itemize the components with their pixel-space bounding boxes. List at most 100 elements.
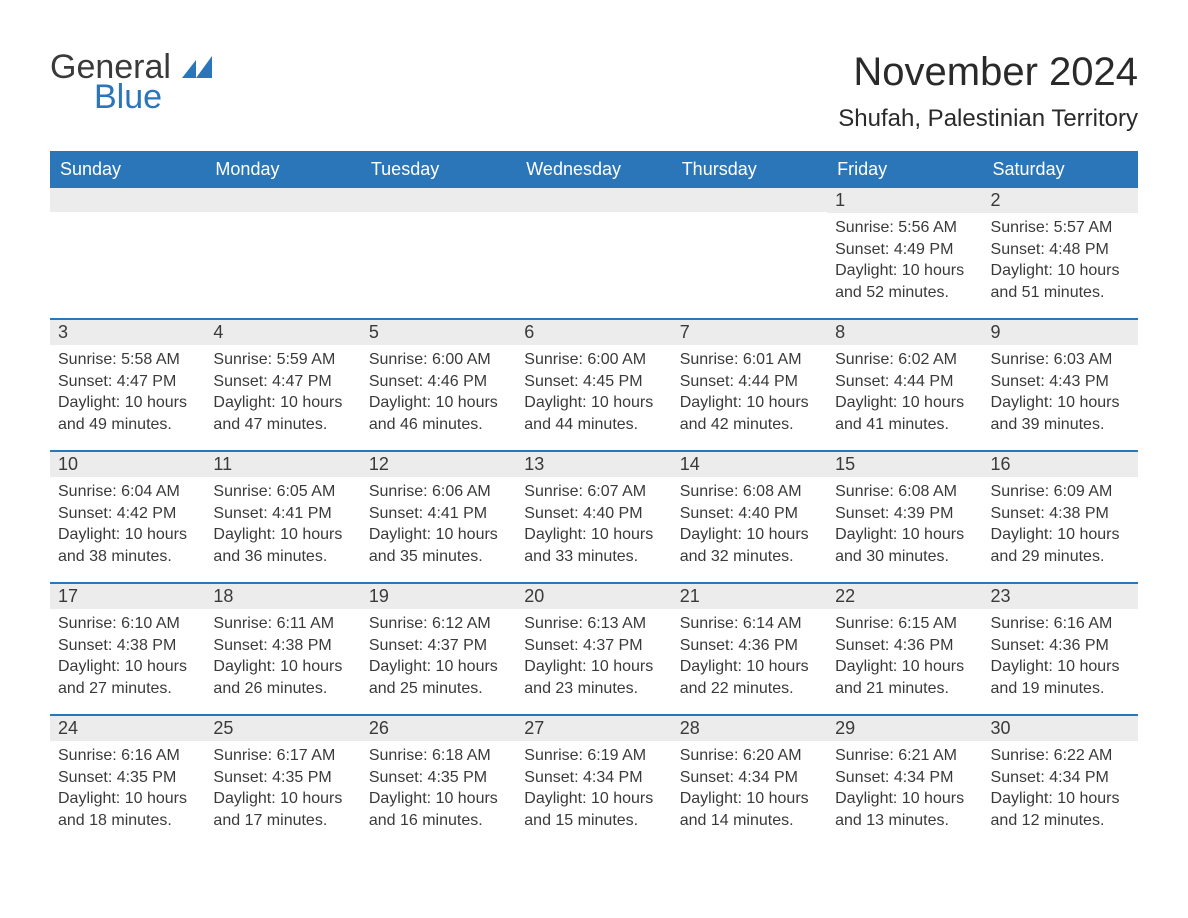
day-details: Sunrise: 6:19 AMSunset: 4:34 PMDaylight:… <box>516 741 671 835</box>
day-details: Sunrise: 6:01 AMSunset: 4:44 PMDaylight:… <box>672 345 827 439</box>
sunrise-text: Sunrise: 5:57 AM <box>991 217 1130 239</box>
day-number: 16 <box>983 450 1138 477</box>
day-number: 23 <box>983 582 1138 609</box>
day-number: 5 <box>361 318 516 345</box>
calendar-week: 3Sunrise: 5:58 AMSunset: 4:47 PMDaylight… <box>50 318 1138 450</box>
calendar-cell: 16Sunrise: 6:09 AMSunset: 4:38 PMDayligh… <box>983 450 1138 582</box>
calendar-cell: 21Sunrise: 6:14 AMSunset: 4:36 PMDayligh… <box>672 582 827 714</box>
sunrise-text: Sunrise: 6:07 AM <box>524 481 663 503</box>
sunset-text: Sunset: 4:34 PM <box>991 767 1130 789</box>
calendar-cell: 17Sunrise: 6:10 AMSunset: 4:38 PMDayligh… <box>50 582 205 714</box>
sunrise-text: Sunrise: 5:56 AM <box>835 217 974 239</box>
sunset-text: Sunset: 4:36 PM <box>991 635 1130 657</box>
daylight-text: Daylight: 10 hours and 32 minutes. <box>680 524 819 567</box>
day-number: 12 <box>361 450 516 477</box>
day-details: Sunrise: 5:58 AMSunset: 4:47 PMDaylight:… <box>50 345 205 439</box>
sunrise-text: Sunrise: 6:09 AM <box>991 481 1130 503</box>
day-number: 1 <box>827 186 982 213</box>
month-title: November 2024 <box>838 50 1138 95</box>
sunrise-text: Sunrise: 6:00 AM <box>524 349 663 371</box>
calendar-cell <box>50 186 205 318</box>
sunset-text: Sunset: 4:38 PM <box>213 635 352 657</box>
logo: General Blue <box>50 50 212 114</box>
sunrise-text: Sunrise: 6:05 AM <box>213 481 352 503</box>
daylight-text: Daylight: 10 hours and 29 minutes. <box>991 524 1130 567</box>
day-number: 6 <box>516 318 671 345</box>
sunset-text: Sunset: 4:39 PM <box>835 503 974 525</box>
day-number: 7 <box>672 318 827 345</box>
day-details: Sunrise: 6:12 AMSunset: 4:37 PMDaylight:… <box>361 609 516 703</box>
calendar-week: 17Sunrise: 6:10 AMSunset: 4:38 PMDayligh… <box>50 582 1138 714</box>
sunrise-text: Sunrise: 6:02 AM <box>835 349 974 371</box>
sunset-text: Sunset: 4:44 PM <box>680 371 819 393</box>
calendar-cell: 20Sunrise: 6:13 AMSunset: 4:37 PMDayligh… <box>516 582 671 714</box>
sunrise-text: Sunrise: 6:16 AM <box>58 745 197 767</box>
calendar-cell: 18 Sunrise: 6:11 AMSunset: 4:38 PMDayligh… <box>205 582 360 714</box>
day-number: 20 <box>516 582 671 609</box>
sunrise-text: Sunrise: 6:18 AM <box>369 745 508 767</box>
sunset-text: Sunset: 4:34 PM <box>680 767 819 789</box>
sunrise-text: Sunrise: 6:12 AM <box>369 613 508 635</box>
day-number: 29 <box>827 714 982 741</box>
day-number: 26 <box>361 714 516 741</box>
day-number: 24 <box>50 714 205 741</box>
sunrise-text: Sunrise: 6:03 AM <box>991 349 1130 371</box>
calendar-cell: 13Sunrise: 6:07 AMSunset: 4:40 PMDayligh… <box>516 450 671 582</box>
sunset-text: Sunset: 4:48 PM <box>991 239 1130 261</box>
day-details: Sunrise: 6:10 AMSunset: 4:38 PMDaylight:… <box>50 609 205 703</box>
sunrise-text: Sunrise: 6:13 AM <box>524 613 663 635</box>
day-details: Sunrise: 6:08 AMSunset: 4:39 PMDaylight:… <box>827 477 982 571</box>
calendar-cell: 24Sunrise: 6:16 AMSunset: 4:35 PMDayligh… <box>50 714 205 846</box>
sunrise-text: Sunrise: 6:00 AM <box>369 349 508 371</box>
day-details: Sunrise: 6:05 AMSunset: 4:41 PMDaylight:… <box>205 477 360 571</box>
weekday-header: Wednesday <box>516 152 671 186</box>
daylight-text: Daylight: 10 hours and 12 minutes. <box>991 788 1130 831</box>
sunrise-text: Sunrise: 6:16 AM <box>991 613 1130 635</box>
day-details: Sunrise: 6:08 AMSunset: 4:40 PMDaylight:… <box>672 477 827 571</box>
sunrise-text: Sunrise: 6:20 AM <box>680 745 819 767</box>
day-number: 2 <box>983 186 1138 213</box>
sunset-text: Sunset: 4:36 PM <box>680 635 819 657</box>
sunset-text: Sunset: 4:37 PM <box>524 635 663 657</box>
calendar-cell: 5Sunrise: 6:00 AMSunset: 4:46 PMDaylight… <box>361 318 516 450</box>
calendar-cell: 12 Sunrise: 6:06 AMSunset: 4:41 PMDayligh… <box>361 450 516 582</box>
sunrise-text: Sunrise: 6:06 AM <box>369 481 508 503</box>
sunset-text: Sunset: 4:38 PM <box>58 635 197 657</box>
calendar-cell: 27Sunrise: 6:19 AMSunset: 4:34 PMDayligh… <box>516 714 671 846</box>
day-number: 21 <box>672 582 827 609</box>
sunrise-text: Sunrise: 6:08 AM <box>680 481 819 503</box>
title-block: November 2024 Shufah, Palestinian Territ… <box>838 50 1138 133</box>
calendar-cell <box>672 186 827 318</box>
daylight-text: Daylight: 10 hours and 41 minutes. <box>835 392 974 435</box>
day-details: Sunrise: 5:57 AMSunset: 4:48 PMDaylight:… <box>983 213 1138 307</box>
daylight-text: Daylight: 10 hours and 13 minutes. <box>835 788 974 831</box>
sunrise-text: Sunrise: 6:11 AM <box>213 613 352 635</box>
calendar-cell: 9Sunrise: 6:03 AMSunset: 4:43 PMDaylight… <box>983 318 1138 450</box>
sunset-text: Sunset: 4:41 PM <box>369 503 508 525</box>
daylight-text: Daylight: 10 hours and 35 minutes. <box>369 524 508 567</box>
weekday-header: Tuesday <box>361 152 516 186</box>
daylight-text: Daylight: 10 hours and 42 minutes. <box>680 392 819 435</box>
sunset-text: Sunset: 4:37 PM <box>369 635 508 657</box>
daylight-text: Daylight: 10 hours and 27 minutes. <box>58 656 197 699</box>
calendar-cell: 8Sunrise: 6:02 AMSunset: 4:44 PMDaylight… <box>827 318 982 450</box>
day-details: Sunrise: 5:59 AMSunset: 4:47 PMDaylight:… <box>205 345 360 439</box>
day-number: 18 <box>205 582 360 609</box>
day-number: 10 <box>50 450 205 477</box>
empty-day-bar <box>50 186 205 212</box>
sunset-text: Sunset: 4:34 PM <box>524 767 663 789</box>
daylight-text: Daylight: 10 hours and 16 minutes. <box>369 788 508 831</box>
calendar-cell: 3Sunrise: 5:58 AMSunset: 4:47 PMDaylight… <box>50 318 205 450</box>
daylight-text: Daylight: 10 hours and 49 minutes. <box>58 392 197 435</box>
empty-day-bar <box>361 186 516 212</box>
daylight-text: Daylight: 10 hours and 30 minutes. <box>835 524 974 567</box>
sunset-text: Sunset: 4:41 PM <box>213 503 352 525</box>
weekday-header: Monday <box>205 152 360 186</box>
sunset-text: Sunset: 4:35 PM <box>58 767 197 789</box>
sunrise-text: Sunrise: 5:58 AM <box>58 349 197 371</box>
daylight-text: Daylight: 10 hours and 26 minutes. <box>213 656 352 699</box>
sunset-text: Sunset: 4:40 PM <box>524 503 663 525</box>
sunset-text: Sunset: 4:46 PM <box>369 371 508 393</box>
daylight-text: Daylight: 10 hours and 36 minutes. <box>213 524 352 567</box>
sunrise-text: Sunrise: 6:21 AM <box>835 745 974 767</box>
